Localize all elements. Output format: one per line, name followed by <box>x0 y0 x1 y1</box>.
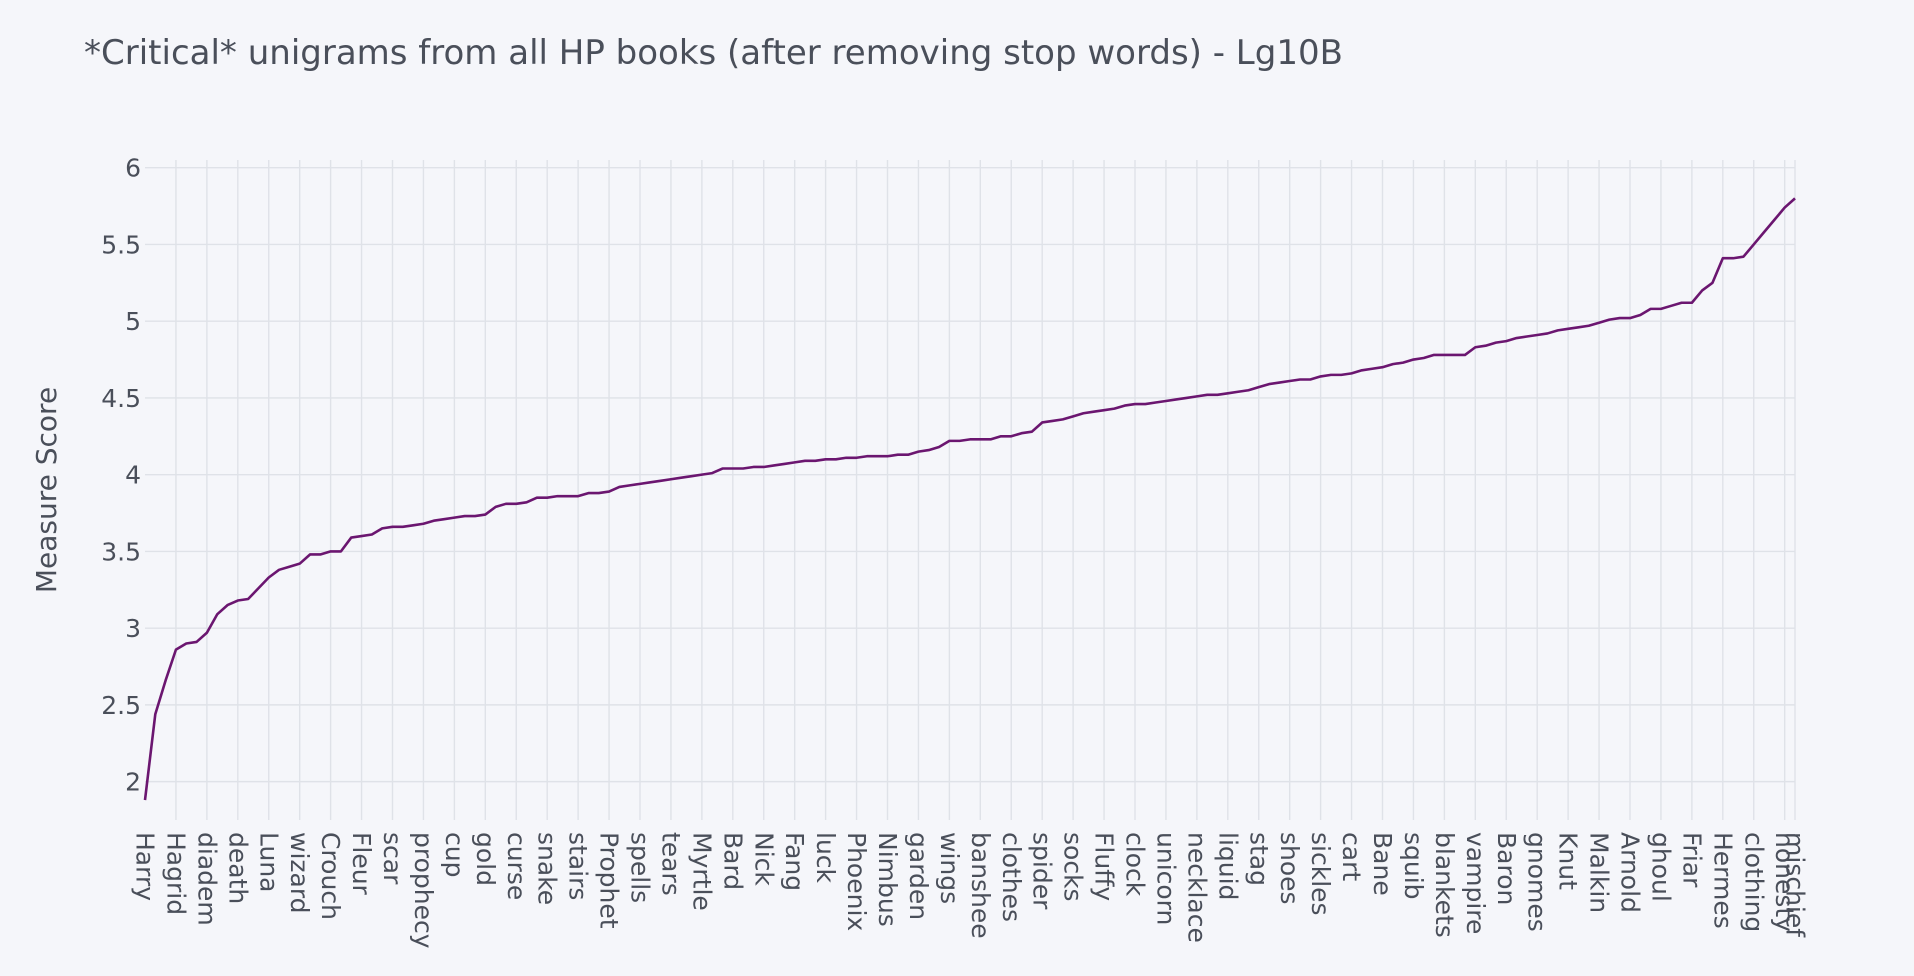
x-tick-label: tears <box>656 832 685 896</box>
x-tick-label: shoes <box>1275 832 1304 905</box>
x-tick-label: Fleur <box>347 832 376 896</box>
x-tick-label: socks <box>1059 832 1088 902</box>
y-tick-label: 3 <box>125 614 141 643</box>
x-tick-label: squib <box>1399 832 1428 900</box>
x-tick-label: Crouch <box>316 832 345 920</box>
x-tick-label: ghoul <box>1646 832 1675 902</box>
x-tick-label: necklace <box>1182 832 1211 943</box>
x-tick-label: Hermes <box>1708 832 1737 929</box>
y-tick-label: 3.5 <box>101 537 141 566</box>
x-tick-label: diadem <box>192 832 221 926</box>
x-tick-label: blankets <box>1430 832 1459 938</box>
x-tick-label: death <box>223 832 252 904</box>
x-tick-label: gold <box>471 832 500 886</box>
x-tick-label: Luna <box>254 832 283 893</box>
x-tick-label: Fluffy <box>1090 832 1119 901</box>
x-tick-label: clothes <box>997 832 1026 922</box>
x-tick-label: Nimbus <box>873 832 902 927</box>
x-tick-label: clock <box>1121 832 1150 897</box>
x-tick-labels: Harry Hagrid diadem death Luna wizard Crouch Fl… <box>131 832 1810 949</box>
x-tick-label: Bane <box>1368 832 1397 896</box>
x-tick-label: stag <box>1244 832 1273 886</box>
x-tick-label: spider <box>1028 832 1057 910</box>
y-tick-label: 5.5 <box>101 230 141 259</box>
x-tick-label: liquid <box>1213 832 1242 900</box>
x-tick-label: wizard <box>285 832 314 914</box>
x-tick-label: Baron <box>1492 832 1521 905</box>
x-tick-label: Fang <box>780 832 809 891</box>
x-tick-label: banshee <box>966 832 995 939</box>
x-tick-label: spells <box>626 832 655 903</box>
x-tick-label: gnomes <box>1523 832 1552 932</box>
x-tick-label: scar <box>378 832 407 885</box>
y-axis-label: Measure Score <box>30 387 63 593</box>
y-tick-label: 6 <box>125 154 141 183</box>
y-tick-labels: 2 2.5 3 3.5 4 4.5 5 5.5 6 <box>101 154 141 797</box>
y-tick-label: 2 <box>125 768 141 797</box>
x-tick-label: clothing <box>1739 832 1768 932</box>
x-tick-label: Nick <box>749 832 778 886</box>
y-tick-label: 4.5 <box>101 384 141 413</box>
x-tick-label: stairs <box>564 832 593 900</box>
x-tick-label: Friar <box>1677 832 1706 888</box>
x-tick-label: Bard <box>718 832 747 890</box>
y-tick-label: 5 <box>125 307 141 336</box>
chart-title: *Critical* unigrams from all HP books (a… <box>84 33 1343 73</box>
x-tick-label: honesty <box>1770 832 1799 932</box>
x-tick-label: Hagrid <box>161 832 190 915</box>
x-tick-label: cup <box>440 832 469 877</box>
x-tick-label: sickles <box>1306 832 1335 916</box>
x-tick-label: wings <box>935 832 964 904</box>
grid-layer <box>145 160 1796 820</box>
x-tick-label: unicorn <box>1151 832 1180 925</box>
x-tick-label: cart <box>1337 832 1366 881</box>
x-tick-label: Malkin <box>1585 832 1614 913</box>
x-tick-label: Knut <box>1554 832 1583 890</box>
series-line <box>143 197 1796 801</box>
x-tick-label: Phoenix <box>842 832 871 931</box>
y-tick-label: 2.5 <box>101 691 141 720</box>
y-tick-label: 4 <box>125 461 141 490</box>
x-tick-label: Arnold <box>1616 832 1645 913</box>
x-tick-label: prophecy <box>409 832 438 949</box>
x-tick-label: garden <box>904 832 933 920</box>
x-tick-label: Harry <box>131 832 160 901</box>
x-tick-label: snake <box>533 832 562 905</box>
series-layer <box>143 197 1796 801</box>
x-tick-label: Myrtle <box>687 832 716 911</box>
x-tick-label: mischief <box>1781 832 1810 938</box>
x-tick-label: luck <box>811 832 840 884</box>
x-tick-label: curse <box>502 832 531 900</box>
x-tick-label: Prophet <box>595 832 624 929</box>
x-tick-label: vampire <box>1461 832 1490 934</box>
